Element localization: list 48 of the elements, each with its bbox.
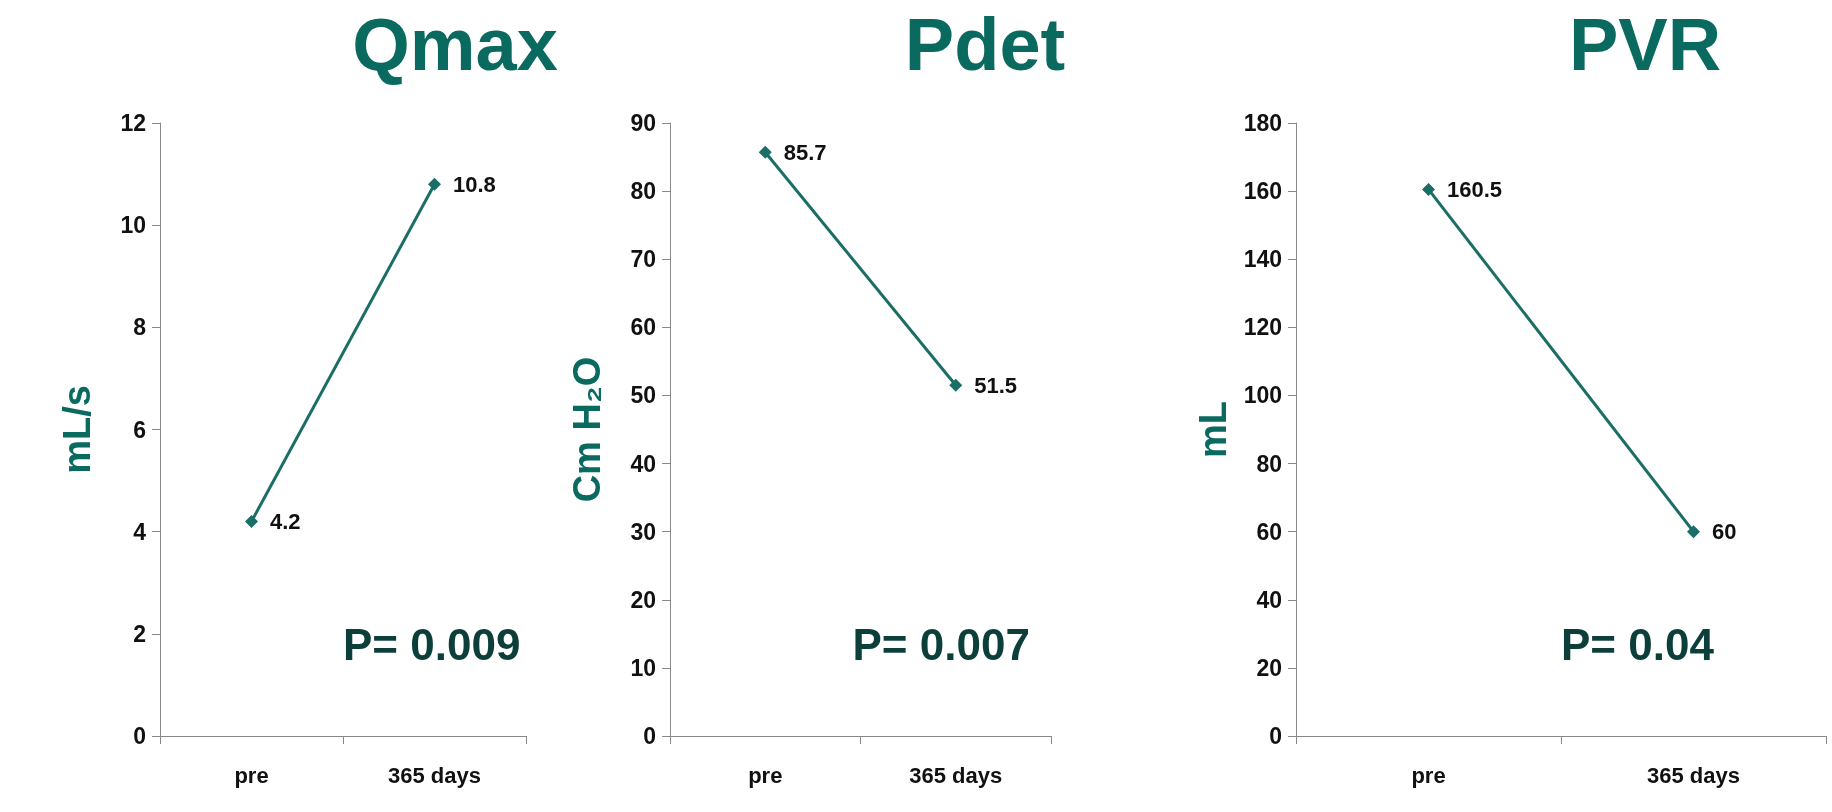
y-tick-label: 50: [630, 382, 656, 409]
y-tick-label: 40: [1256, 586, 1282, 613]
chart-title: PVR: [1568, 2, 1722, 86]
y-tick-label: 60: [630, 314, 656, 341]
y-tick-label: 120: [1243, 314, 1282, 341]
y-tick-label: 20: [1256, 654, 1282, 681]
y-tick-label: 0: [643, 723, 656, 749]
y-tick-label: 0: [133, 723, 146, 749]
x-tick-label: pre: [748, 762, 783, 788]
y-tick-label: 8: [133, 314, 147, 341]
y-tick-label: 4: [133, 518, 147, 545]
annotation: P= 0.007: [852, 619, 1030, 669]
data-label: 85.7: [783, 139, 827, 165]
data-label: 10.8: [453, 171, 496, 197]
data-label: 60: [1712, 519, 1737, 545]
y-axis-title: Cm H₂O: [566, 356, 608, 503]
y-axis-title: mL: [1192, 401, 1234, 458]
y-tick-label: 40: [630, 450, 656, 477]
y-tick-label: 80: [1256, 450, 1282, 477]
data-label: 4.2: [270, 508, 301, 534]
y-tick-label: 6: [133, 416, 146, 443]
y-tick-label: 30: [630, 518, 656, 545]
y-tick-label: 2: [133, 620, 146, 647]
y-tick-label: 60: [1256, 518, 1282, 545]
x-tick-label: 365 days: [388, 762, 481, 788]
y-tick-label: 180: [1243, 110, 1282, 136]
y-tick-label: 20: [630, 586, 656, 613]
y-tick-label: 70: [630, 246, 656, 273]
y-axis-title: mL/s: [56, 385, 98, 474]
chart-title: Pdet: [904, 2, 1066, 86]
y-tick-label: 12: [120, 110, 146, 136]
y-tick-label: 0: [1269, 723, 1282, 749]
data-label: 51.5: [974, 372, 1018, 398]
data-label: 160.5: [1447, 176, 1503, 202]
y-tick-label: 90: [630, 110, 656, 136]
x-tick-label: pre: [234, 762, 269, 788]
y-tick-label: 160: [1243, 178, 1282, 205]
x-tick-label: 365 days: [1647, 762, 1740, 788]
x-tick-label: 365 days: [909, 762, 1003, 788]
chart-title: Qmax: [352, 2, 558, 86]
y-tick-label: 100: [1243, 382, 1282, 409]
annotation: P= 0.04: [1561, 619, 1715, 669]
x-tick-label: pre: [1411, 762, 1446, 788]
y-tick-label: 10: [630, 654, 656, 681]
y-tick-label: 80: [630, 178, 656, 205]
y-tick-label: 140: [1243, 246, 1282, 273]
annotation: P= 0.009: [343, 619, 521, 669]
y-tick-label: 10: [120, 212, 146, 239]
